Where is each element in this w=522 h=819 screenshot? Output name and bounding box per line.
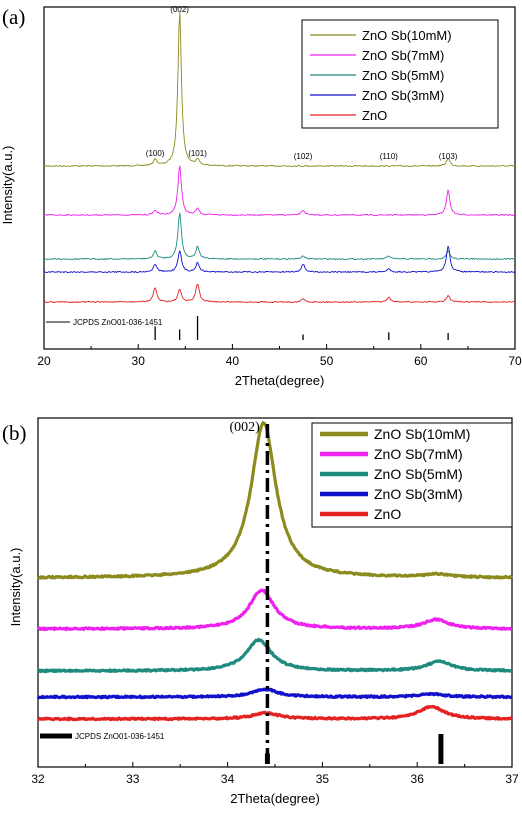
peak-label: (002) [229, 420, 260, 435]
x-tick-label: 20 [37, 354, 51, 368]
peak-label: (102) [294, 152, 313, 161]
legend-label: ZnO Sb(5mM) [374, 466, 463, 482]
legend-label: ZnO Sb(10mM) [374, 426, 470, 442]
x-tick-label: 70 [508, 354, 522, 368]
peak-label: (110) [380, 152, 398, 161]
peak-label: (103) [439, 152, 458, 161]
y-axis-title: Intensity(a.u.) [0, 146, 15, 225]
series-line-1 [43, 165, 516, 217]
legend-label: ZnO Sb(7mM) [362, 48, 444, 63]
series-line-0 [37, 421, 513, 580]
x-tick-label: 32 [31, 772, 45, 786]
series-line-2 [36, 637, 513, 674]
panel-b-chart: (b) JCPDS ZnO01-036-1451 32 33 34 35 36 37 2Thet… [2, 417, 519, 806]
x-tick-label: 36 [411, 772, 425, 786]
peak-label: (100) [146, 149, 165, 158]
series-line-0 [43, 11, 516, 167]
peak-label: (101) [188, 149, 207, 158]
reference-label: JCPDS ZnO01-036-1451 [75, 732, 165, 741]
series-line-1 [37, 588, 513, 632]
x-tick-label: 33 [126, 772, 140, 786]
legend-label: ZnO Sb(3mM) [362, 88, 444, 103]
reference-label: JCPDS ZnO01-036-1451 [73, 318, 163, 327]
legend-label: ZnO [362, 108, 387, 123]
x-tick-label: 37 [505, 772, 519, 786]
x-tick-label: 35 [316, 772, 330, 786]
legend-label: ZnO Sb(10mM) [362, 28, 452, 43]
y-axis-title: Intensity(a.u.) [8, 548, 23, 627]
legend-label: ZnO Sb(3mM) [374, 486, 463, 502]
x-tick-label: 34 [221, 772, 235, 786]
series-line-4 [43, 284, 516, 304]
legend-label: ZnO Sb(7mM) [374, 446, 463, 462]
panel-a-chart: (a) JCPDS ZnO01-036-1451 20 30 40 50 60 70 2Thet… [0, 5, 522, 388]
peak-label: (002) [170, 5, 189, 14]
legend-label: ZnO [374, 506, 401, 522]
series-line-4 [37, 704, 513, 722]
x-tick-label: 50 [320, 354, 334, 368]
x-axis-title: 2Theta(degree) [235, 373, 325, 388]
series-line-3 [36, 687, 513, 700]
series-line-2 [43, 212, 516, 261]
series-line-3 [43, 245, 516, 274]
x-tick-label: 40 [226, 354, 240, 368]
x-tick-label: 30 [132, 354, 146, 368]
panel-label: (a) [2, 5, 25, 29]
x-tick-label: 60 [414, 354, 428, 368]
legend-box [301, 19, 499, 129]
legend-label: ZnO Sb(5mM) [362, 68, 444, 83]
panel-label: (b) [2, 421, 27, 445]
x-axis-title: 2Theta(degree) [230, 791, 320, 806]
